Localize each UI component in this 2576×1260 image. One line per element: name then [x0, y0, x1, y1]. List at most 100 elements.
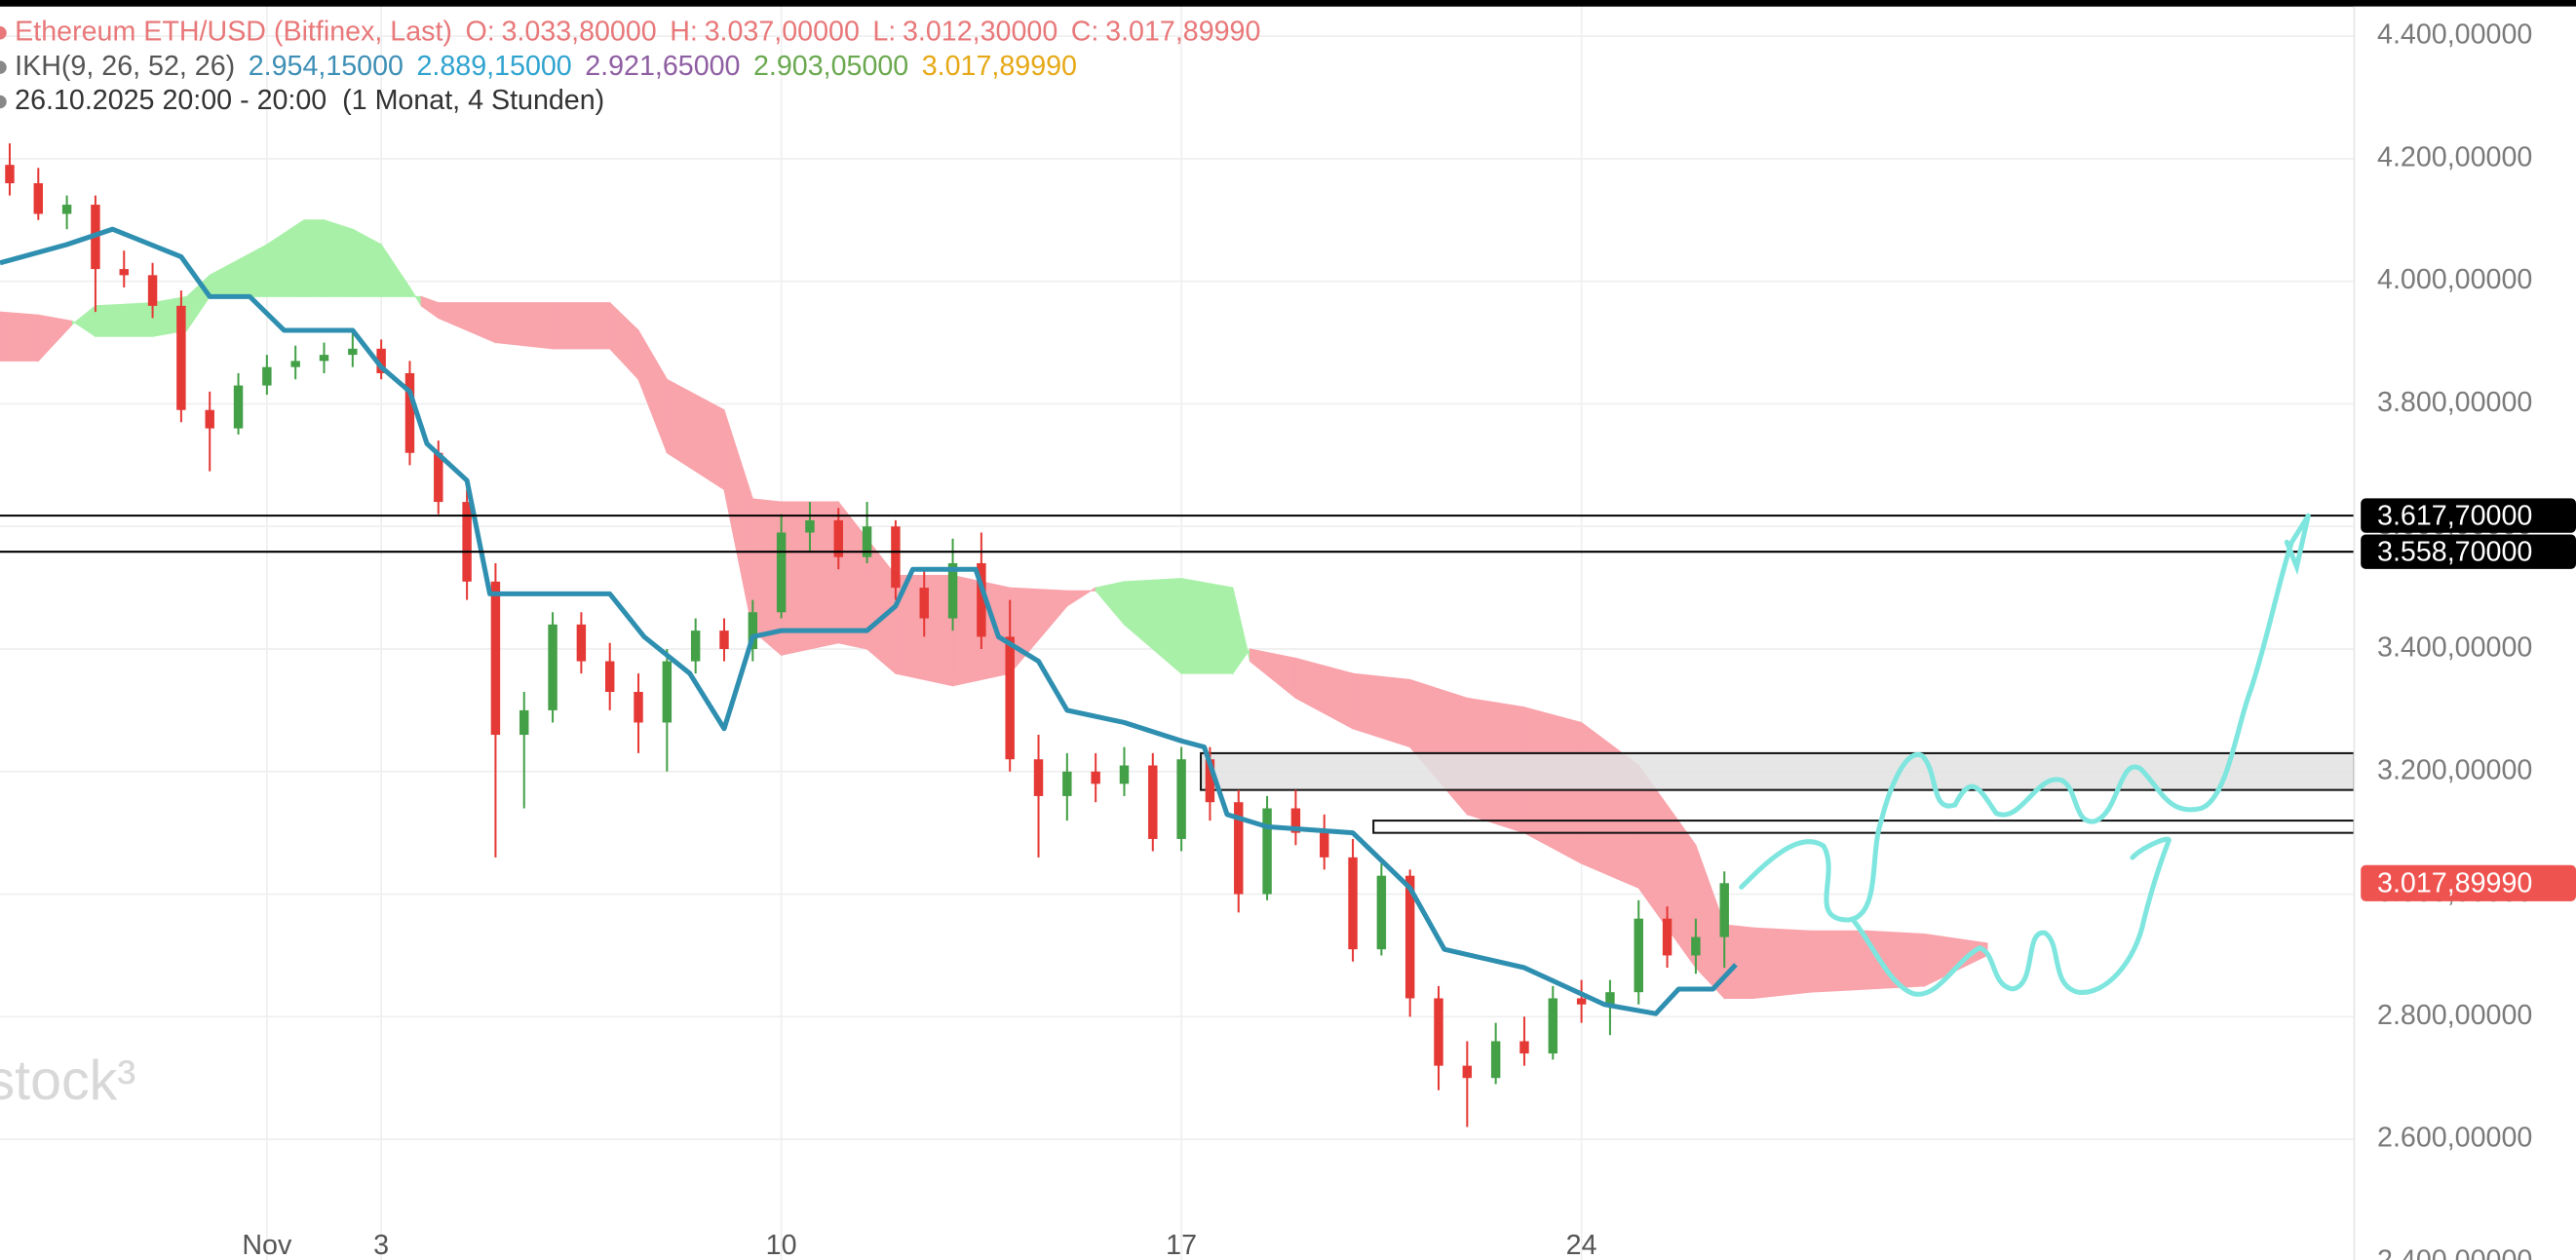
candle-body [1662, 918, 1672, 956]
kijun-line [0, 226, 1738, 1016]
cloud-segment [323, 219, 354, 297]
candle-body [891, 526, 901, 589]
ohlc-value: 3.017,89990 [1105, 16, 1260, 47]
indicator-value: 2.954,15000 [249, 51, 404, 82]
candle-body [1176, 759, 1186, 839]
candle-body [776, 532, 787, 613]
indicator-name: IKH(9, 26, 52, 26) [15, 51, 235, 82]
y-tick-label: 3.800,00000 [2377, 387, 2532, 418]
candle-body [262, 366, 272, 386]
freehand-drawing [1739, 513, 2311, 923]
candle-body [634, 692, 643, 723]
candle-body [319, 355, 329, 362]
candle-body [462, 502, 472, 582]
candle-body [1548, 998, 1558, 1054]
x-tick-label: Nov [242, 1230, 292, 1260]
candle-body [719, 630, 729, 649]
ohlc-label: C: [1071, 16, 1099, 47]
y-tick-label: 2.400,00000 [2377, 1244, 2532, 1260]
candle-body [1434, 998, 1443, 1066]
plot [0, 143, 2356, 1127]
candle-body [1376, 875, 1387, 950]
candle-body [862, 526, 872, 557]
watermark: stock³ [0, 1050, 135, 1112]
subtitle: 26.10.2025 20:00 - 20:00 (1 Monat, 4 Stu… [15, 85, 604, 116]
x-tick-label: 10 [766, 1230, 797, 1260]
candle-body [1119, 765, 1130, 784]
indicator-line: IKH(9, 26, 52, 26) 2.954,15000 2.889,15000… [15, 51, 1077, 82]
candle-body [805, 519, 815, 533]
candle-body [919, 588, 929, 619]
candle-body [33, 183, 44, 214]
ohlc-value: 3.037,00000 [705, 16, 860, 47]
cloud-segment [0, 311, 39, 362]
candle-body [690, 630, 701, 662]
cloud-segment [1809, 930, 1868, 993]
ohlc-value: 3.033,80000 [501, 16, 656, 47]
candle-body [147, 275, 158, 306]
candle-body [404, 372, 415, 453]
icon [0, 60, 7, 74]
candle-body [176, 305, 186, 410]
candle-body [490, 581, 501, 736]
indicator-value: 2.889,15000 [416, 51, 571, 82]
indicator-value: 2.921,65000 [585, 51, 740, 82]
cloud-segment [95, 302, 154, 337]
candle-body [1462, 1065, 1473, 1079]
x-tick-label: 24 [1566, 1230, 1597, 1260]
icon [0, 95, 7, 109]
candle-body [1033, 759, 1044, 796]
ohlc-label: L: [872, 16, 896, 47]
axis: 2.400,000002.600,000002.800,000003.000,0… [242, 19, 2576, 1260]
level-label: 3.558,70000 [2377, 536, 2532, 567]
candle-body [833, 519, 843, 557]
top-bar [0, 0, 2576, 7]
candle-body [576, 624, 587, 662]
level-label-box [2361, 534, 2576, 569]
x-tick-label: 17 [1166, 1230, 1197, 1260]
freehand-drawing [1850, 836, 2172, 997]
level-label: 3.617,70000 [2377, 500, 2532, 531]
ohlc-value: 3.012,30000 [903, 16, 1057, 47]
y-tick-label: 4.200,00000 [2377, 141, 2532, 172]
y-tick-label: 3.400,00000 [2377, 632, 2532, 664]
candle-body [977, 562, 986, 637]
candle-body [1519, 1041, 1529, 1054]
cloud-segment [1923, 933, 1988, 987]
indicator-value: 2.903,05000 [753, 51, 908, 82]
candle-body [947, 562, 958, 619]
title: Ethereum ETH/USD (Bitfinex, Last) [15, 16, 452, 47]
candle-body [348, 348, 358, 356]
candle-body [1320, 832, 1329, 858]
candle-body [1691, 936, 1701, 956]
candle-body [1576, 998, 1587, 1005]
candle-body [548, 624, 557, 710]
cloud-segment [303, 219, 326, 297]
x-tick-label: 3 [373, 1230, 389, 1260]
cloud-segment [1180, 578, 1234, 674]
candle-body [434, 452, 443, 503]
candle-body [1634, 918, 1643, 993]
candle-body [5, 165, 15, 184]
indicator-value: 3.017,89990 [922, 51, 1077, 82]
y-tick-label: 4.000,00000 [2377, 264, 2532, 295]
candle-body [376, 348, 386, 373]
price-zone [1200, 751, 2356, 791]
ohlc-label: O: [465, 16, 494, 47]
candle-body [1605, 992, 1615, 1005]
y-tick-label: 2.800,00000 [2377, 1000, 2532, 1031]
y-tick-label: 2.600,00000 [2377, 1123, 2532, 1154]
candle-body [1062, 771, 1072, 796]
candle-body [1091, 771, 1100, 784]
candle-body [1719, 883, 1729, 937]
candle-body [604, 661, 615, 693]
ohlc-label: H: [670, 16, 698, 47]
cloud-segment [552, 302, 611, 350]
candle-body [1290, 808, 1301, 833]
candle-body [1234, 802, 1244, 895]
candle-body [1205, 759, 1215, 803]
candle-body [119, 269, 129, 276]
candle-body [1148, 765, 1158, 839]
